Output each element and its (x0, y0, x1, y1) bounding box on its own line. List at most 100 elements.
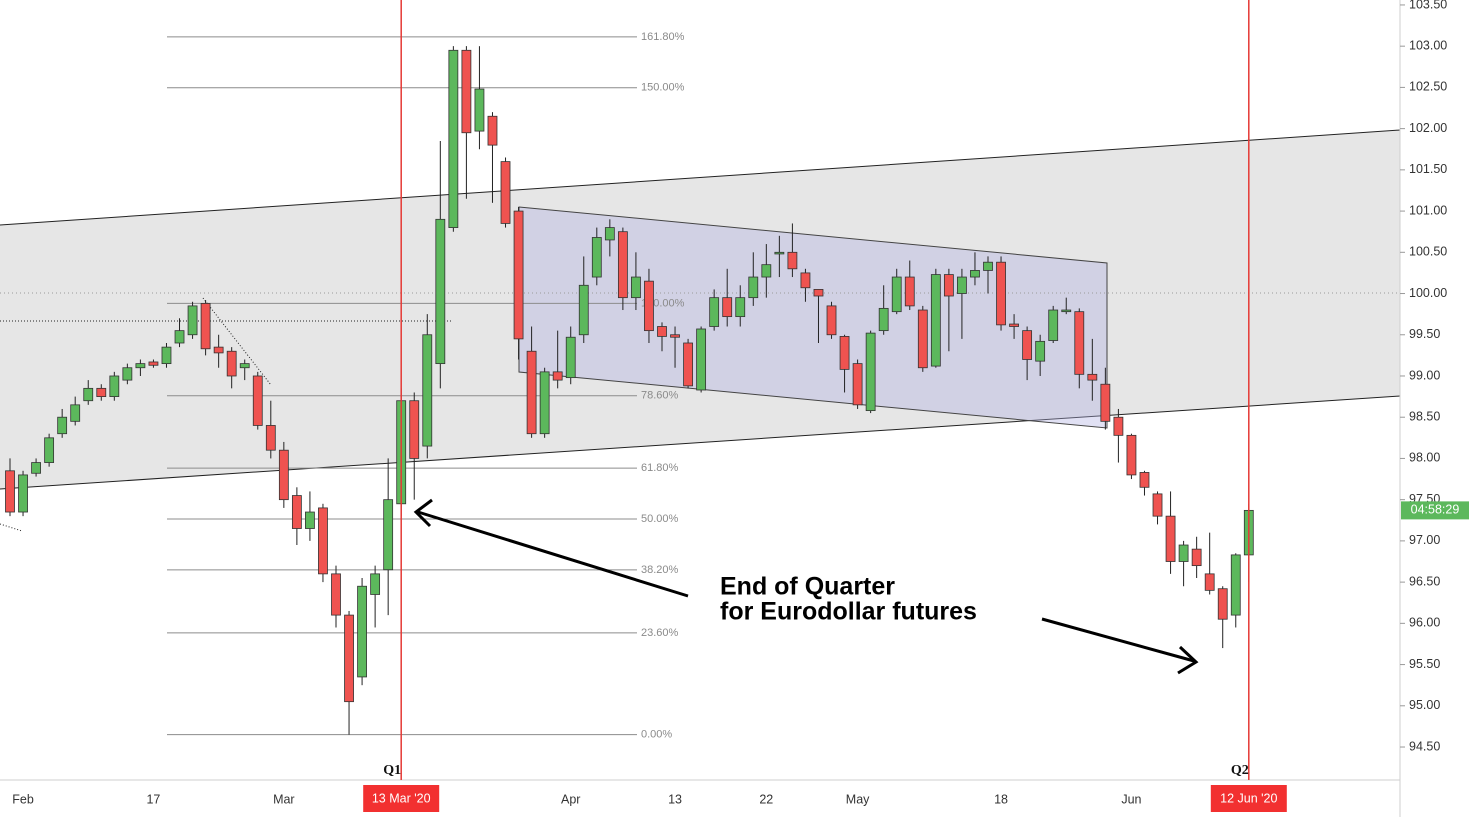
x-tick-label: Mar (273, 792, 295, 806)
fib-label: 150.00% (641, 82, 685, 94)
candle-body (722, 297, 733, 318)
y-tick-label: 96.50 (1409, 574, 1440, 588)
candle-body (357, 585, 367, 678)
candle-body (1035, 340, 1046, 362)
candle-body (800, 272, 811, 289)
x-tick-label: Jun (1121, 792, 1141, 806)
candle-body (318, 507, 328, 575)
channel-lower (0, 395, 1401, 490)
arrow (1041, 617, 1195, 663)
candles (5, 46, 1254, 735)
fib-label: 161.80% (641, 31, 685, 43)
candle-body (331, 573, 341, 616)
candle-body (448, 49, 459, 228)
candle-body (31, 462, 41, 474)
y-tick-label: 103.50 (1409, 0, 1447, 11)
candle-body (617, 231, 628, 299)
candle-body (422, 334, 433, 447)
candle-body (1009, 323, 1019, 327)
x-tick-label: Feb (12, 792, 34, 806)
candle-body (83, 387, 94, 402)
candle-body (187, 305, 198, 336)
candle-body (161, 346, 172, 365)
fib-label: 78.60% (641, 390, 679, 402)
y-tick-label: 102.50 (1409, 80, 1447, 94)
fib-label: 61.80% (641, 462, 679, 474)
candle-body (865, 332, 876, 412)
candle-body (1178, 544, 1189, 562)
arrow-head (1177, 645, 1199, 675)
dotted-trendline (0, 523, 23, 532)
fib-label: 23.60% (641, 627, 679, 639)
x-tick-label: 13 (668, 792, 682, 806)
rising-channel (0, 130, 1400, 489)
arrow-head (413, 498, 433, 528)
candle-body (265, 425, 276, 451)
y-tick-label: 99.50 (1409, 327, 1440, 341)
candle-body (70, 404, 81, 422)
candle-body (278, 449, 289, 501)
candle-body (1165, 515, 1176, 562)
candle-body (1217, 588, 1228, 620)
candle-body (174, 330, 185, 344)
candle-body (735, 297, 746, 318)
candle-body (930, 274, 941, 367)
candle-body (1139, 472, 1150, 488)
candle-body (761, 264, 772, 278)
candle-body (1074, 311, 1085, 375)
y-tick-label: 99.00 (1409, 368, 1440, 382)
candle-body (461, 49, 472, 134)
candle-body (135, 363, 146, 369)
y-tick-label: 95.00 (1409, 698, 1440, 712)
candle-body (696, 328, 707, 391)
annotation-line: for Eurodollar futures (720, 598, 977, 626)
price-tag (1401, 501, 1469, 520)
candle-body (487, 115, 498, 146)
candle-body (96, 387, 107, 397)
drawings (0, 129, 1401, 532)
y-tick-label: 98.50 (1409, 410, 1440, 424)
candle-body (813, 289, 824, 297)
candle-body (709, 297, 720, 327)
candle-body (1087, 373, 1098, 381)
candle-body (683, 342, 693, 387)
x-tick-label: 18 (994, 792, 1008, 806)
candle-body (148, 361, 159, 366)
candle-body (409, 400, 420, 459)
x-tick-label: 22 (759, 792, 773, 806)
candle-body (213, 346, 224, 354)
candle-body (539, 371, 550, 435)
markers: Q1 13 Mar '20 Q2 12 Jun '20 04:58:29 (363, 0, 1469, 812)
candle-body (1113, 416, 1124, 436)
candle-body (748, 276, 759, 299)
candle-body (383, 499, 394, 571)
fib-label: 0.00% (641, 729, 672, 741)
candle-body (565, 336, 576, 379)
candle-body (904, 276, 915, 307)
y-tick-label: 95.50 (1409, 657, 1440, 671)
y-tick-label: 97.00 (1409, 533, 1440, 547)
y-tick-label: 98.00 (1409, 451, 1440, 465)
y-tick-label: 101.00 (1409, 203, 1447, 217)
candle-body (787, 251, 798, 270)
candle-body (917, 309, 928, 369)
candle-body (1126, 434, 1137, 476)
date-badge-label: 13 Mar '20 (372, 791, 431, 805)
y-tick-label: 100.00 (1409, 286, 1447, 300)
candle-body (631, 276, 641, 299)
candle-body (500, 161, 511, 224)
candle-body (239, 363, 250, 369)
annotation-line: End of Quarter (720, 573, 895, 601)
price-axis (1400, 0, 1471, 817)
candle-body (513, 210, 524, 340)
candle-body (226, 350, 237, 377)
channel-upper (0, 129, 1401, 226)
candle-body (122, 367, 133, 381)
dotted-trendline (202, 297, 272, 386)
candle-body (474, 88, 485, 132)
countdown: 04:58:29 (1411, 503, 1460, 517)
candle-body (970, 270, 980, 278)
candle-body (57, 416, 68, 435)
